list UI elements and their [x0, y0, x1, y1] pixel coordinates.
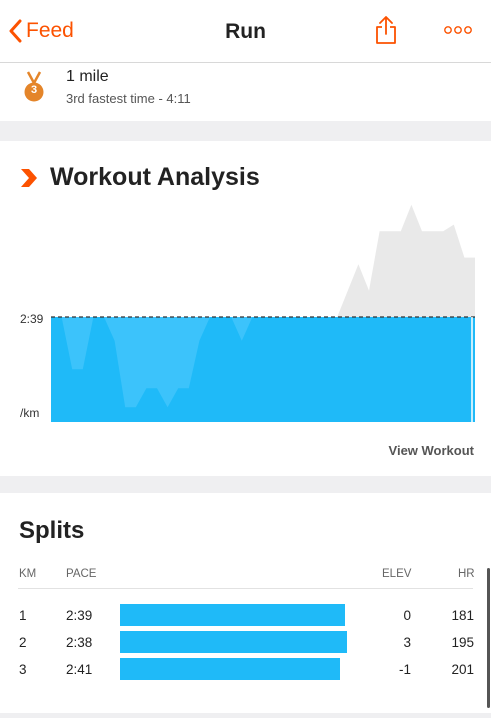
medal-rank: 3 — [30, 84, 38, 96]
split-pace: 2:38 — [66, 635, 93, 650]
split-elev: 3 — [403, 635, 411, 650]
section-title: Splits — [19, 517, 85, 544]
split-elev: -1 — [398, 662, 411, 677]
split-hr: 201 — [451, 662, 474, 677]
split-km: 3 — [19, 662, 27, 677]
splits-card: Splits KM PACE ELEV HR 1 2:39 0 181 2 2:38 3 19… — [0, 493, 491, 713]
y-tick-label: /km — [20, 406, 40, 420]
achievement-name: 1 mile — [66, 68, 109, 85]
back-label: Feed — [26, 19, 74, 42]
nav-bar: Feed Run — [0, 0, 491, 62]
split-pace: 2:41 — [66, 662, 93, 677]
pace-area — [51, 317, 475, 422]
column-header-hr: HR — [458, 568, 475, 580]
split-hr: 195 — [451, 635, 474, 650]
y-tick-label: 2:39 — [20, 312, 44, 326]
split-pace-bar — [120, 631, 347, 653]
divider — [18, 588, 473, 589]
split-km: 2 — [19, 635, 27, 650]
split-row: 1 2:39 0 181 — [0, 603, 491, 629]
achievement-card[interactable]: 3 1 mile 3rd fastest time - 4:11 — [0, 62, 491, 121]
split-pace-bar — [120, 658, 340, 680]
column-header-km: KM — [19, 568, 37, 580]
chevron-left-icon — [9, 19, 22, 43]
share-icon[interactable] — [374, 15, 398, 45]
scrollbar[interactable] — [487, 568, 490, 708]
split-hr: 181 — [451, 608, 474, 623]
split-pace: 2:39 — [66, 608, 93, 623]
split-row: 3 2:41 -1 201 — [0, 657, 491, 683]
split-elev: 0 — [403, 608, 411, 623]
medal-icon: 3 — [23, 71, 45, 105]
chevron-right-icon — [21, 169, 37, 187]
pace-chart[interactable] — [0, 141, 491, 441]
split-pace-bar — [120, 604, 345, 626]
column-header-pace: PACE — [66, 568, 97, 580]
split-km: 1 — [19, 608, 27, 623]
workout-analysis-card: Workout Analysis 2:39 /km View Workout — [0, 141, 491, 476]
achievement-detail: 3rd fastest time - 4:11 — [66, 91, 191, 106]
section-title: Workout Analysis — [50, 163, 260, 191]
view-workout-link[interactable]: View Workout — [388, 443, 474, 458]
back-button[interactable]: Feed — [8, 16, 74, 46]
split-row: 2 2:38 3 195 — [0, 630, 491, 656]
more-icon[interactable] — [443, 25, 473, 35]
column-header-elev: ELEV — [382, 568, 412, 580]
